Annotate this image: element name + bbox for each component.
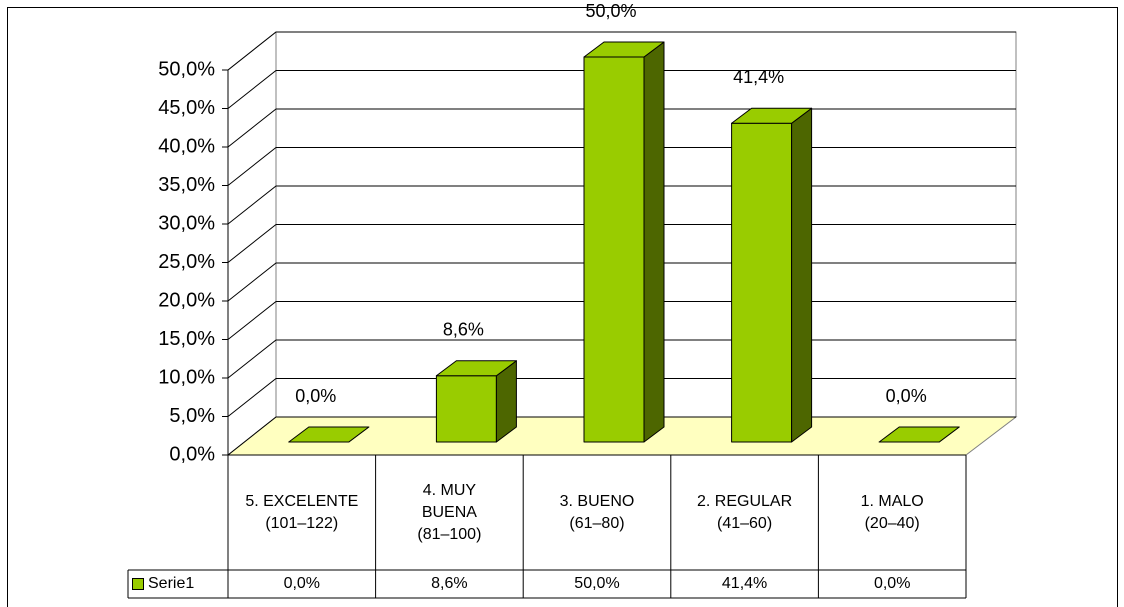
table-value: 0,0% [228, 570, 376, 598]
bar-top [878, 426, 960, 443]
table-value: 50,0% [523, 570, 671, 598]
table-value-text: 50,0% [574, 575, 620, 592]
y-tick-label: 40,0% [158, 135, 215, 157]
x-tick-label-text: 3. BUENO (61–80) [559, 492, 635, 532]
table-value-text: 41,4% [721, 575, 768, 592]
x-tick-label: 4. MUY BUENA (81–100) [376, 455, 524, 570]
bar-side [643, 41, 665, 443]
bar-top [435, 360, 517, 377]
y-tick-label: 0,0% [169, 443, 215, 465]
x-tick-label: 5. EXCELENTE (101–122) [228, 455, 376, 570]
grid-line [227, 31, 1016, 71]
x-tick-label: 2. REGULAR (41–60) [671, 455, 819, 570]
bar [583, 41, 665, 443]
x-tick-label-text: 1. MALO (20–40) [860, 492, 924, 532]
y-tick-label: 20,0% [158, 289, 215, 311]
legend-entry: Serie1 [128, 570, 228, 598]
y-tick-label: 50,0% [158, 58, 215, 80]
bar [878, 426, 960, 443]
y-tick-label: 45,0% [158, 97, 215, 119]
legend-label: Serie1 [148, 575, 195, 592]
bar [731, 107, 813, 443]
bar-top [288, 426, 370, 443]
data-label: 0,0% [886, 386, 927, 406]
table-value: 8,6% [376, 570, 524, 598]
x-tick-label-text: 2. REGULAR (41–60) [697, 492, 793, 532]
table-value-text: 0,0% [283, 575, 321, 592]
table-value: 0,0% [818, 570, 966, 598]
data-label: 50,0% [585, 1, 636, 21]
y-tick-label: 25,0% [158, 251, 215, 273]
y-tick-label: 10,0% [158, 366, 215, 388]
data-label: 8,6% [443, 320, 484, 340]
table-value-text: 8,6% [431, 575, 468, 592]
bar [435, 360, 517, 443]
data-label: 0,0% [295, 386, 336, 406]
bar-top [731, 107, 813, 124]
y-tick-label: 30,0% [158, 212, 215, 234]
data-label: 41,4% [733, 67, 784, 87]
grid-line [227, 70, 1016, 109]
y-tick-label: 15,0% [158, 328, 215, 350]
bar [288, 426, 370, 443]
x-tick-label-text: 5. EXCELENTE (101–122) [245, 492, 359, 532]
bar-front [731, 122, 793, 443]
table-value-text: 0,0% [873, 575, 911, 592]
bar-side [791, 107, 813, 443]
x-tick-label-text: 4. MUY BUENA (81–100) [417, 481, 482, 543]
x-tick-label: 1. MALO (20–40) [818, 455, 966, 570]
x-tick-label: 3. BUENO (61–80) [523, 455, 671, 570]
y-tick-label: 5,0% [169, 405, 215, 427]
bar-front [435, 375, 497, 443]
chart-border [7, 7, 1118, 607]
bar-front [583, 56, 645, 443]
bar-top [583, 41, 665, 58]
legend-swatch [132, 578, 144, 590]
y-tick-label: 35,0% [158, 174, 215, 196]
table-value: 41,4% [671, 570, 819, 598]
